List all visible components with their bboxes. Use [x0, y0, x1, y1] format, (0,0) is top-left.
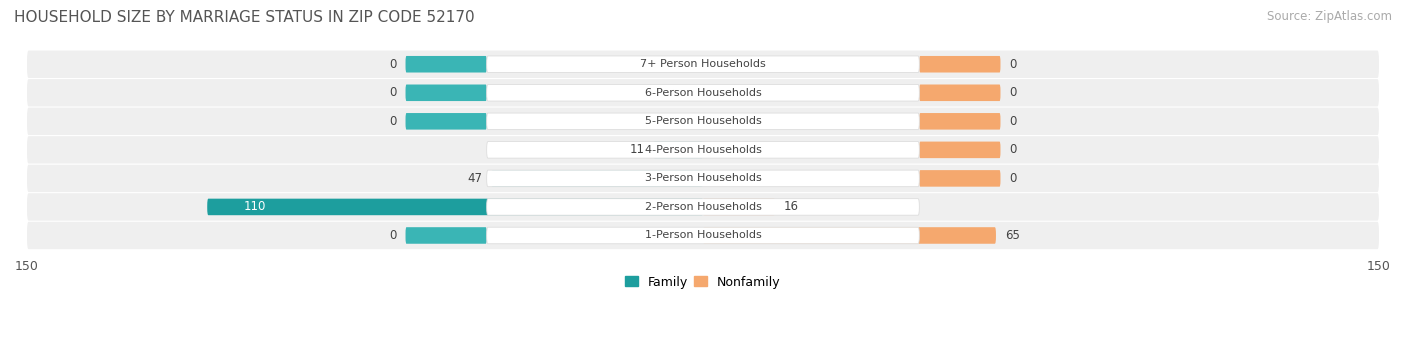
Text: HOUSEHOLD SIZE BY MARRIAGE STATUS IN ZIP CODE 52170: HOUSEHOLD SIZE BY MARRIAGE STATUS IN ZIP…	[14, 10, 475, 25]
FancyBboxPatch shape	[27, 222, 1379, 249]
FancyBboxPatch shape	[27, 193, 1379, 221]
FancyBboxPatch shape	[405, 227, 486, 244]
Text: Source: ZipAtlas.com: Source: ZipAtlas.com	[1267, 10, 1392, 23]
FancyBboxPatch shape	[703, 227, 995, 244]
FancyBboxPatch shape	[486, 199, 920, 215]
FancyBboxPatch shape	[920, 113, 1001, 130]
FancyBboxPatch shape	[27, 108, 1379, 135]
FancyBboxPatch shape	[486, 56, 920, 73]
Text: 0: 0	[389, 58, 396, 71]
Text: 6-Person Households: 6-Person Households	[644, 88, 762, 98]
FancyBboxPatch shape	[27, 136, 1379, 164]
Text: 5-Person Households: 5-Person Households	[644, 116, 762, 126]
Text: 1-Person Households: 1-Person Households	[644, 231, 762, 240]
Text: 0: 0	[1010, 86, 1017, 99]
FancyBboxPatch shape	[27, 50, 1379, 78]
Text: 4-Person Households: 4-Person Households	[644, 145, 762, 155]
Text: 110: 110	[243, 201, 266, 213]
Text: 0: 0	[1010, 58, 1017, 71]
FancyBboxPatch shape	[27, 165, 1379, 192]
Text: 11: 11	[630, 143, 644, 157]
FancyBboxPatch shape	[405, 85, 486, 101]
FancyBboxPatch shape	[486, 113, 920, 130]
Text: 2-Person Households: 2-Person Households	[644, 202, 762, 212]
FancyBboxPatch shape	[486, 142, 920, 158]
Text: 0: 0	[389, 86, 396, 99]
FancyBboxPatch shape	[27, 79, 1379, 106]
Text: 16: 16	[785, 201, 799, 213]
Text: 47: 47	[467, 172, 482, 185]
Text: 65: 65	[1005, 229, 1019, 242]
FancyBboxPatch shape	[486, 85, 920, 101]
FancyBboxPatch shape	[491, 170, 703, 187]
FancyBboxPatch shape	[920, 170, 1001, 187]
Legend: Family, Nonfamily: Family, Nonfamily	[620, 271, 786, 294]
FancyBboxPatch shape	[654, 142, 703, 158]
FancyBboxPatch shape	[920, 56, 1001, 73]
FancyBboxPatch shape	[920, 142, 1001, 158]
Text: 0: 0	[389, 115, 396, 128]
Text: 3-Person Households: 3-Person Households	[644, 173, 762, 183]
Text: 0: 0	[1010, 172, 1017, 185]
FancyBboxPatch shape	[405, 113, 486, 130]
FancyBboxPatch shape	[920, 85, 1001, 101]
FancyBboxPatch shape	[405, 56, 486, 73]
Text: 0: 0	[1010, 115, 1017, 128]
FancyBboxPatch shape	[486, 227, 920, 244]
FancyBboxPatch shape	[703, 199, 775, 215]
Text: 0: 0	[389, 229, 396, 242]
FancyBboxPatch shape	[207, 199, 703, 215]
Text: 0: 0	[1010, 143, 1017, 157]
FancyBboxPatch shape	[486, 170, 920, 187]
Text: 7+ Person Households: 7+ Person Households	[640, 59, 766, 69]
